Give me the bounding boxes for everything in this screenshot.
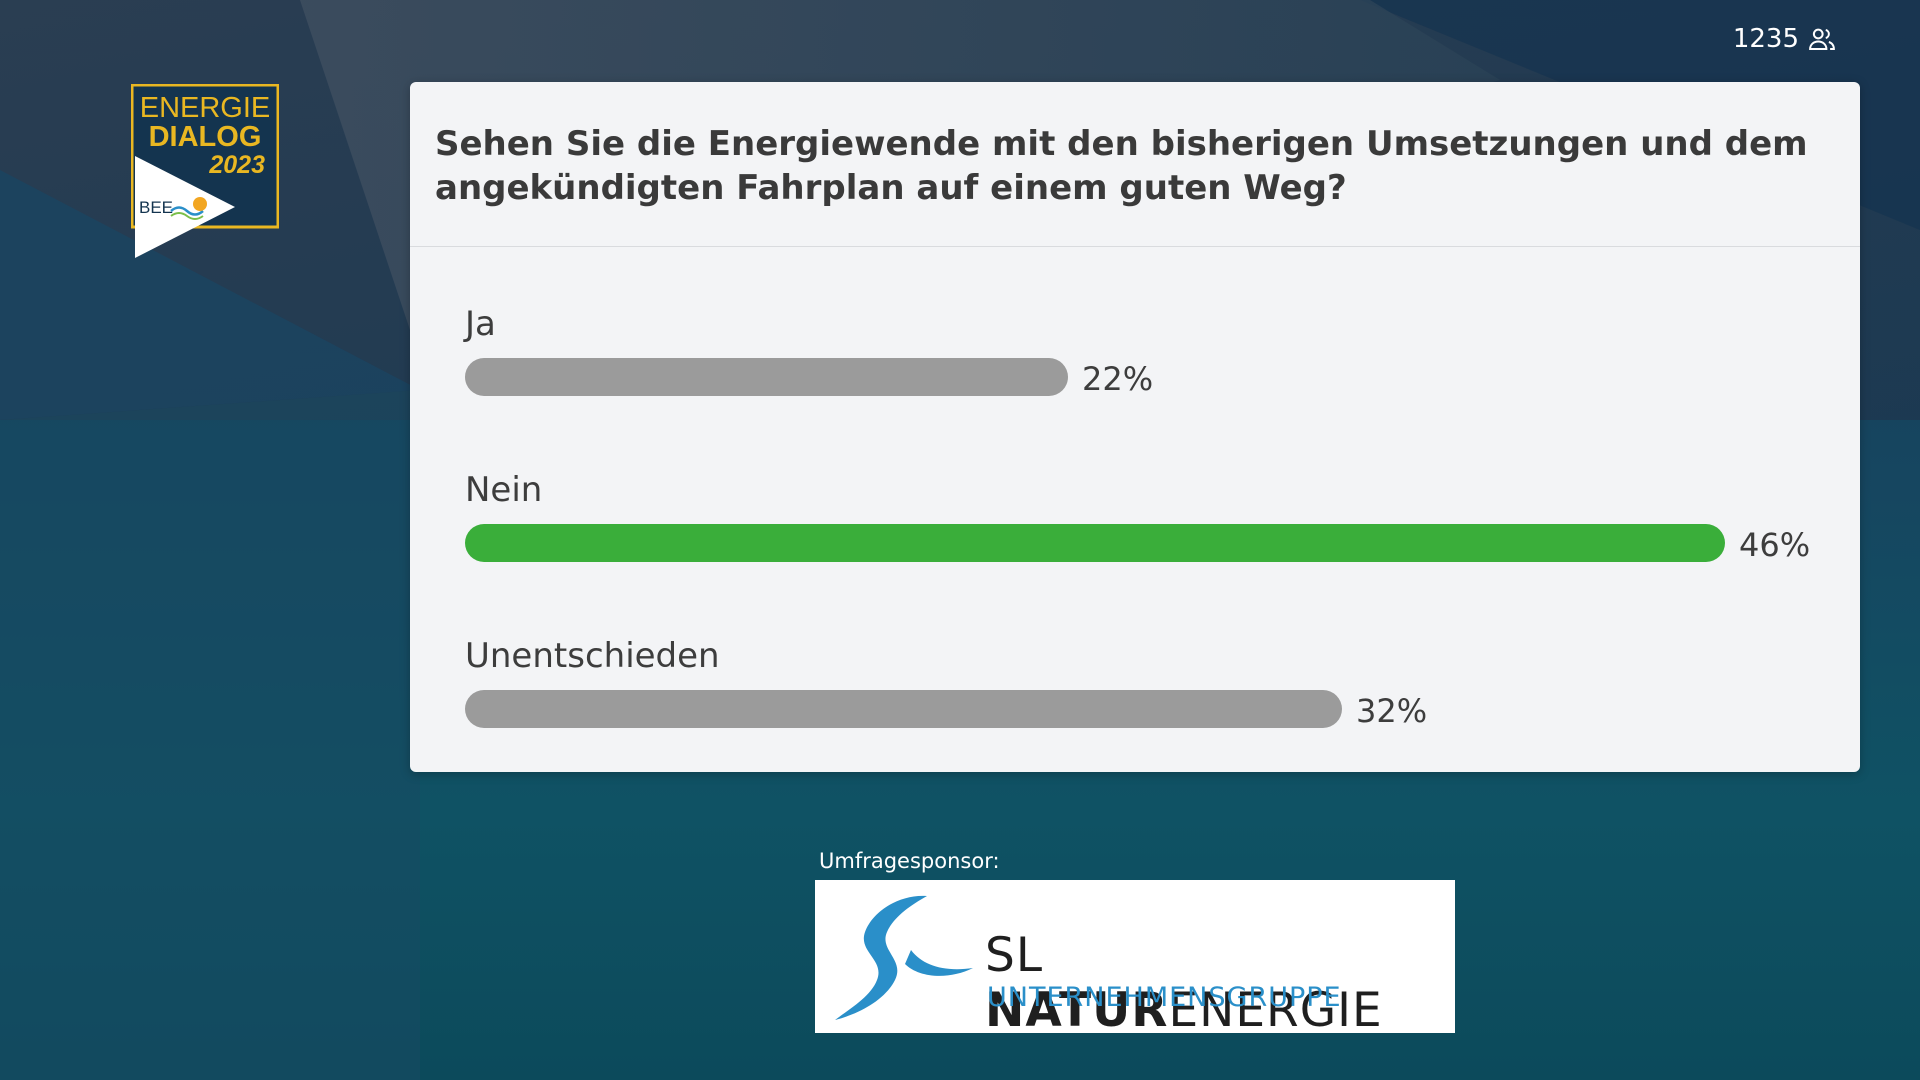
option-label: Nein bbox=[465, 470, 543, 510]
result-percent: 22% bbox=[1082, 360, 1154, 398]
result-bar-track bbox=[465, 358, 1725, 396]
logo-line-2: DIALOG bbox=[149, 121, 262, 153]
sponsor-name-bold: NATUR bbox=[985, 983, 1169, 1038]
poll-option-unentschieden: Unentschieden 32% bbox=[465, 636, 1855, 746]
sponsor-name-part: SL bbox=[985, 928, 1044, 983]
sponsor-subtitle: UNTERNEHMENSGRUPPE bbox=[987, 982, 1342, 1013]
poll-option-nein: Nein 46% bbox=[465, 470, 1855, 580]
result-bar bbox=[465, 358, 1068, 396]
users-icon bbox=[1809, 28, 1835, 50]
result-bar-track bbox=[465, 690, 1725, 728]
option-label: Ja bbox=[465, 304, 496, 344]
result-bar-track bbox=[465, 524, 1725, 562]
sponsor-caption: Umfragesponsor: bbox=[819, 849, 1000, 873]
poll-option-ja: Ja 22% bbox=[465, 304, 1855, 414]
logo-line-1: ENERGIE bbox=[140, 92, 271, 124]
option-label: Unentschieden bbox=[465, 636, 720, 676]
logo-org: BEE bbox=[139, 198, 173, 217]
participant-counter: 1235 bbox=[1733, 24, 1837, 54]
sponsor-swoosh-icon bbox=[835, 895, 973, 1020]
event-logo: ENERGIE DIALOG 2023 BEE bbox=[131, 84, 279, 258]
participant-count: 1235 bbox=[1732, 24, 1799, 54]
sponsor-name-part: ENERGIE bbox=[1168, 983, 1383, 1038]
result-percent: 32% bbox=[1356, 692, 1428, 730]
divider bbox=[410, 246, 1860, 247]
result-bar bbox=[465, 690, 1342, 728]
poll-question: Sehen Sie die Energiewende mit den bishe… bbox=[435, 124, 1808, 208]
result-percent: 46% bbox=[1739, 526, 1811, 564]
poll-card: Sehen Sie die Energiewende mit den bishe… bbox=[410, 82, 1860, 772]
sponsor-name: SL NATURENERGIE bbox=[985, 928, 1455, 1038]
result-bar bbox=[465, 524, 1725, 562]
sponsor-logo: SL NATURENERGIE UNTERNEHMENSGRUPPE bbox=[815, 880, 1455, 1038]
logo-year: 2023 bbox=[208, 151, 265, 179]
